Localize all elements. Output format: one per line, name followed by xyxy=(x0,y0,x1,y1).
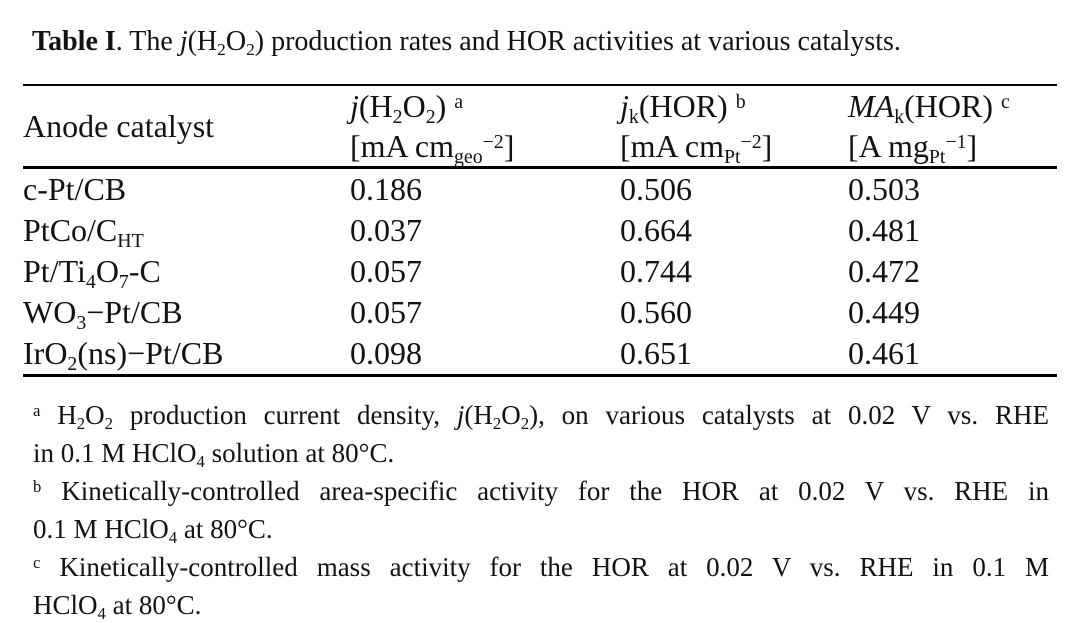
j-h2o2-value-cell: 0.057 xyxy=(350,253,422,289)
mak-hor-value-cell: 0.461 xyxy=(848,333,1057,377)
j-h2o2-value-cell: 0.186 xyxy=(350,171,422,207)
catalyst-cell: c-Pt/CB xyxy=(23,171,127,207)
footnote-c: c Kinetically-controlled mass activity f… xyxy=(33,548,1049,623)
header-anode-catalyst: Anode catalyst xyxy=(23,84,350,169)
footnote-c-line2: HClO4 at 80°C. xyxy=(33,590,202,623)
jk-hor-value-cell: 0.744 xyxy=(620,253,692,289)
jk-hor-value-cell: 0.506 xyxy=(620,171,692,207)
header-j-h2o2: j(H2O2) a [mA cmgeo−2] xyxy=(350,84,620,169)
j-h2o2-value-cell: 0.098 xyxy=(350,333,620,377)
footnote-c-line1: c Kinetically-controlled mass activity f… xyxy=(33,552,1049,582)
header-anode-catalyst-label: Anode catalyst xyxy=(23,108,215,144)
footnote-a: a H2O2 production current density, j(H2O… xyxy=(33,396,1049,472)
catalyst-cell: WO3−Pt/CB xyxy=(23,294,183,334)
footnote-a-line1: a H2O2 production current density, j(H2O… xyxy=(33,400,1050,433)
table-row: IrO2(ns)−Pt/CB 0.098 0.651 0.461 xyxy=(23,333,1057,377)
table-caption: Table I. The j(H2O2) production rates an… xyxy=(32,26,901,59)
catalyst-cell: Pt/Ti4O7-C xyxy=(23,253,161,293)
table-header-row: Anode catalyst j(H2O2) a [mA cmgeo−2] jk… xyxy=(23,84,1057,169)
catalyst-cell: IrO2(ns)−Pt/CB xyxy=(23,333,350,377)
header-jk-hor-units: [mA cmPt−2] xyxy=(620,128,773,168)
mak-hor-value-cell: 0.472 xyxy=(848,253,920,289)
header-mak-hor: MAk(HOR) c [A mgPt−1] xyxy=(848,84,1057,169)
table-row: c-Pt/CB 0.186 0.506 0.503 xyxy=(23,168,1057,211)
mak-hor-value-cell: 0.449 xyxy=(848,294,920,330)
j-h2o2-value-cell: 0.037 xyxy=(350,212,422,248)
footnote-a-line2: in 0.1 M HClO4 solution at 80°C. xyxy=(33,438,395,471)
jk-hor-value-cell: 0.651 xyxy=(620,333,848,377)
header-j-h2o2-units: [mA cmgeo−2] xyxy=(350,128,515,168)
results-table: Anode catalyst j(H2O2) a [mA cmgeo−2] jk… xyxy=(23,84,1057,377)
footnote-b: b Kinetically-controlled area-specific a… xyxy=(33,472,1049,548)
table-row: Pt/Ti4O7-C 0.057 0.744 0.472 xyxy=(23,251,1057,292)
header-j-h2o2-symbol: j(H2O2) a xyxy=(350,88,464,128)
jk-hor-value-cell: 0.560 xyxy=(620,294,692,330)
header-mak-hor-symbol: MAk(HOR) c xyxy=(848,88,1010,128)
table-row: PtCo/CHT 0.037 0.664 0.481 xyxy=(23,210,1057,251)
footnotes-block: a H2O2 production current density, j(H2O… xyxy=(33,396,1049,623)
header-jk-hor: jk(HOR) b [mA cmPt−2] xyxy=(620,84,848,169)
header-jk-hor-symbol: jk(HOR) b xyxy=(620,88,746,128)
jk-hor-value-cell: 0.664 xyxy=(620,212,692,248)
footnote-b-line2: 0.1 M HClO4 at 80°C. xyxy=(33,514,273,547)
header-mak-hor-units: [A mgPt−1] xyxy=(848,128,978,168)
table-row: WO3−Pt/CB 0.057 0.560 0.449 xyxy=(23,292,1057,333)
mak-hor-value-cell: 0.481 xyxy=(848,212,920,248)
footnote-b-line1: b Kinetically-controlled area-specific a… xyxy=(33,476,1049,506)
mak-hor-value-cell: 0.503 xyxy=(848,171,920,207)
catalyst-cell: PtCo/CHT xyxy=(23,212,144,252)
j-h2o2-value-cell: 0.057 xyxy=(350,294,422,330)
